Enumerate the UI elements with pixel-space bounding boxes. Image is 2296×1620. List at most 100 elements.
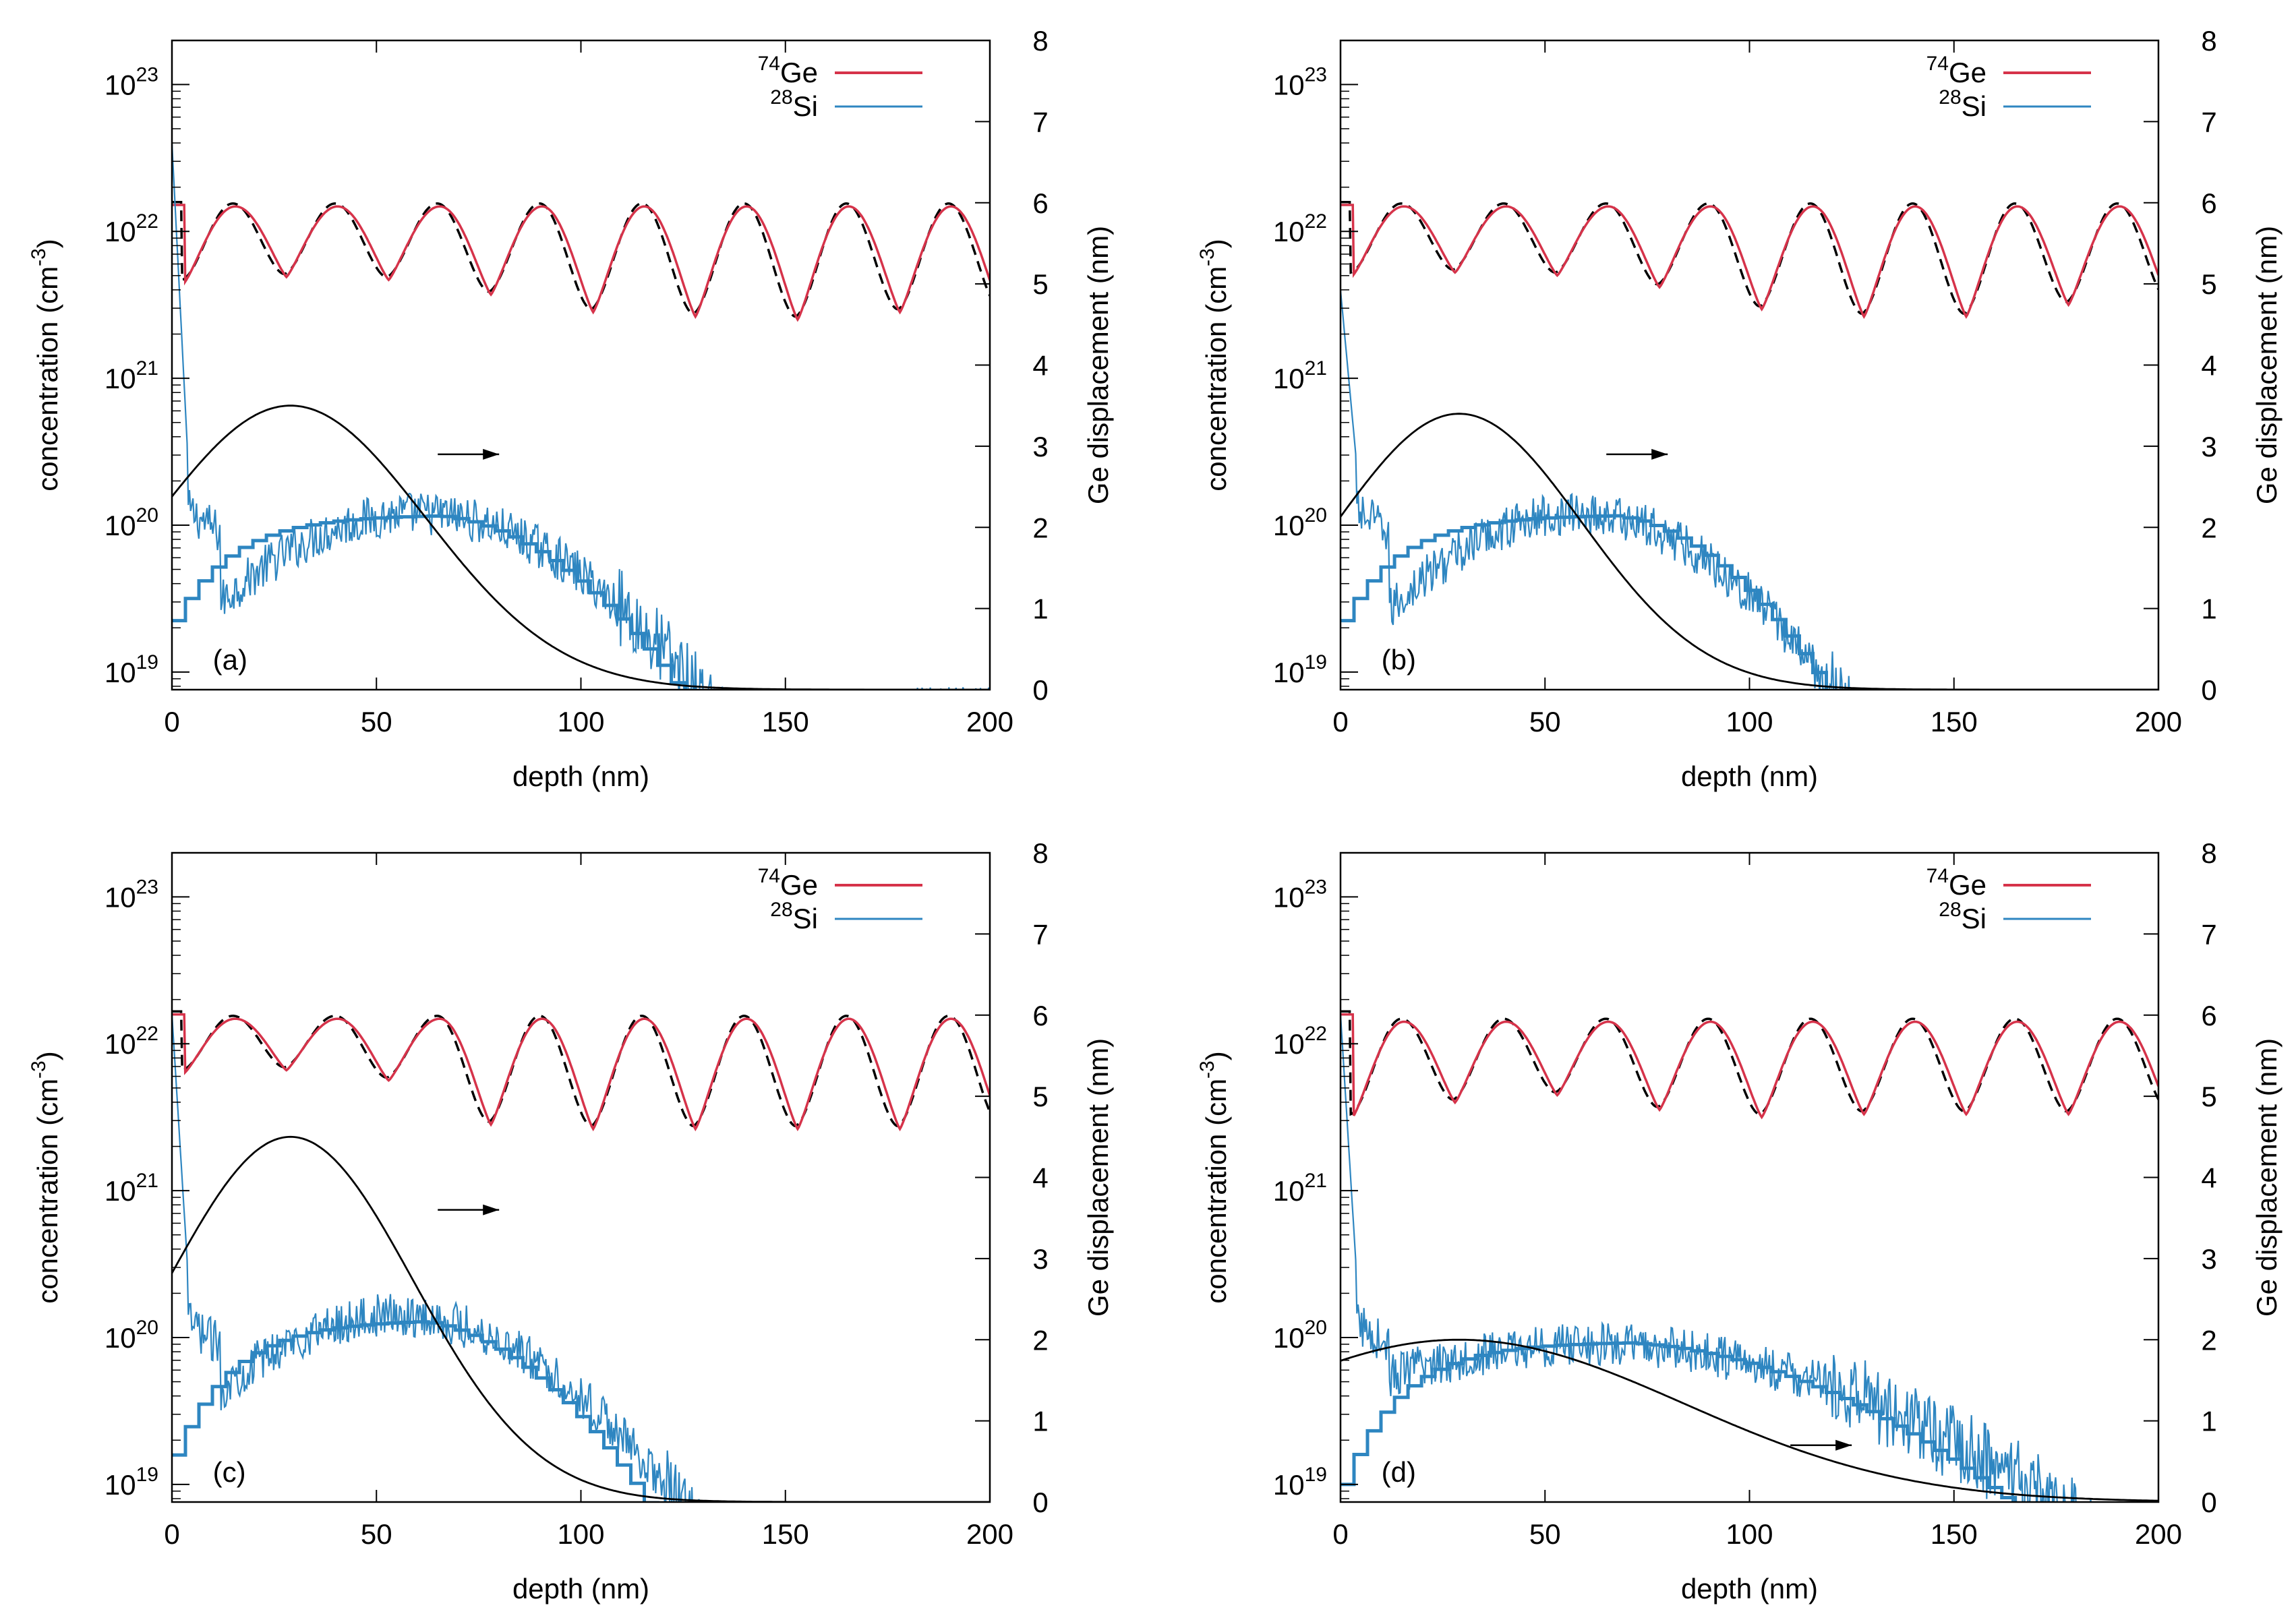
y2-tick-label: 6 xyxy=(1032,187,1048,219)
legend-si-label: 28Si xyxy=(770,899,818,934)
y-tick-label: 1022 xyxy=(1273,1023,1327,1060)
si-28-noisy-line xyxy=(172,1014,701,1502)
si-28-histogram-line xyxy=(172,1320,659,1502)
legend-ge-label: 74Ge xyxy=(1926,865,1986,901)
ge-fit-dashed-line xyxy=(172,1010,990,1127)
y2-tick-label: 7 xyxy=(1032,918,1048,950)
y2-tick-label: 6 xyxy=(2201,187,2216,219)
y2-tick-label: 4 xyxy=(2201,1162,2216,1194)
y2-tick-label: 3 xyxy=(2201,1243,2216,1275)
y-tick-label: 1021 xyxy=(1273,357,1327,394)
x-tick-label: 100 xyxy=(1726,1518,1773,1550)
legend-ge-label: 74Ge xyxy=(758,53,818,88)
y-tick-label: 1022 xyxy=(105,210,158,247)
y-tick-label: 1019 xyxy=(105,1464,158,1501)
si-28-noisy-line xyxy=(1341,290,1850,690)
x-tick-label: 100 xyxy=(557,706,604,738)
si-28-histogram-line xyxy=(172,514,687,690)
y2-tick-label: 6 xyxy=(2201,1000,2216,1031)
y-tick-label: 1023 xyxy=(105,876,158,913)
y-tick-label: 1020 xyxy=(105,1317,158,1354)
y-tick-label: 1021 xyxy=(1273,1170,1327,1207)
y2-tick-label: 3 xyxy=(2201,431,2216,462)
y2-tick-label: 3 xyxy=(1032,431,1048,462)
legend-si-label: 28Si xyxy=(770,86,818,122)
plot-area xyxy=(1341,1010,2158,1502)
y-tick-label: 1019 xyxy=(1273,1464,1327,1501)
y2-axis-label: Ge displacement (nm) xyxy=(2251,1038,2283,1317)
y2-tick-label: 4 xyxy=(2201,350,2216,382)
ge-fit-dashed-line xyxy=(1341,1010,2158,1116)
y2-tick-label: 8 xyxy=(2201,837,2216,869)
y2-axis-label: Ge displacement (nm) xyxy=(1082,226,1114,504)
x-tick-label: 0 xyxy=(164,1518,179,1550)
x-tick-label: 150 xyxy=(1931,706,1978,738)
y2-tick-label: 7 xyxy=(2201,106,2216,138)
y2-tick-label: 5 xyxy=(2201,1081,2216,1112)
si-28-noisy-line xyxy=(172,143,990,690)
x-tick-label: 0 xyxy=(1332,706,1348,738)
y-axis-label: concentration (cm-3) xyxy=(1196,239,1232,491)
ge-displacement-line xyxy=(1341,413,2158,690)
x-tick-label: 150 xyxy=(762,706,809,738)
y-tick-label: 1020 xyxy=(1273,1317,1327,1354)
x-tick-label: 0 xyxy=(1332,1518,1348,1550)
plot-frame xyxy=(171,851,991,1503)
plot-frame xyxy=(1339,39,2160,691)
y-tick-label: 1023 xyxy=(1273,876,1327,913)
y-tick-label: 1022 xyxy=(1273,210,1327,247)
ge-fit-dashed-line xyxy=(172,200,990,318)
legend-ge-label: 74Ge xyxy=(758,865,818,901)
y-tick-label: 1021 xyxy=(105,1170,158,1207)
y-tick-label: 1022 xyxy=(105,1023,158,1060)
plot-frame xyxy=(171,39,991,691)
x-tick-label: 100 xyxy=(557,1518,604,1550)
y2-tick-label: 2 xyxy=(2201,512,2216,543)
x-tick-label: 50 xyxy=(1529,1518,1561,1550)
plot-frame xyxy=(1339,851,2160,1503)
y-tick-label: 1020 xyxy=(105,504,158,541)
y-tick-label: 1020 xyxy=(1273,504,1327,541)
y-tick-label: 1021 xyxy=(105,357,158,394)
x-axis-label: depth (nm) xyxy=(1681,760,1818,792)
legend-si-label: 28Si xyxy=(1939,899,1986,934)
x-axis-label: depth (nm) xyxy=(512,760,649,792)
y-tick-label: 1019 xyxy=(105,651,158,688)
ge-74-line xyxy=(1341,204,2158,320)
ge-displacement-line xyxy=(172,1135,990,1502)
x-tick-label: 100 xyxy=(1726,706,1773,738)
y2-tick-label: 5 xyxy=(2201,268,2216,300)
x-axis-label: depth (nm) xyxy=(1681,1573,1818,1604)
y2-tick-label: 1 xyxy=(2201,1406,2216,1437)
y2-tick-label: 0 xyxy=(2201,674,2216,706)
plot-area xyxy=(172,1010,990,1502)
si-28-noisy-line xyxy=(1341,1014,2092,1502)
y2-tick-label: 1 xyxy=(1032,1406,1048,1437)
x-tick-label: 150 xyxy=(1931,1518,1978,1550)
y2-tick-label: 6 xyxy=(1032,1000,1048,1031)
y2-tick-label: 2 xyxy=(2201,1324,2216,1356)
ge-displacement-line xyxy=(172,404,990,690)
y2-tick-label: 7 xyxy=(1032,106,1048,138)
x-tick-label: 50 xyxy=(1529,706,1561,738)
panel-label: (c) xyxy=(213,1456,246,1488)
y2-tick-label: 5 xyxy=(1032,1081,1048,1112)
right-axis-arrowhead xyxy=(1651,448,1668,460)
y2-tick-label: 0 xyxy=(1032,674,1048,706)
si-28-histogram-line xyxy=(1341,514,1828,690)
si-28-histogram-line xyxy=(1341,1341,2018,1502)
y2-tick-label: 1 xyxy=(2201,593,2216,625)
y-axis-label: concentration (cm-3) xyxy=(1196,1051,1232,1304)
x-tick-label: 50 xyxy=(361,706,392,738)
y2-tick-label: 1 xyxy=(1032,593,1048,625)
ge-74-line xyxy=(172,1013,990,1132)
right-axis-arrowhead xyxy=(483,1204,500,1216)
x-tick-label: 200 xyxy=(966,1518,1013,1550)
y2-tick-label: 2 xyxy=(1032,512,1048,543)
y-tick-label: 1023 xyxy=(105,63,158,100)
y2-tick-label: 0 xyxy=(1032,1487,1048,1518)
